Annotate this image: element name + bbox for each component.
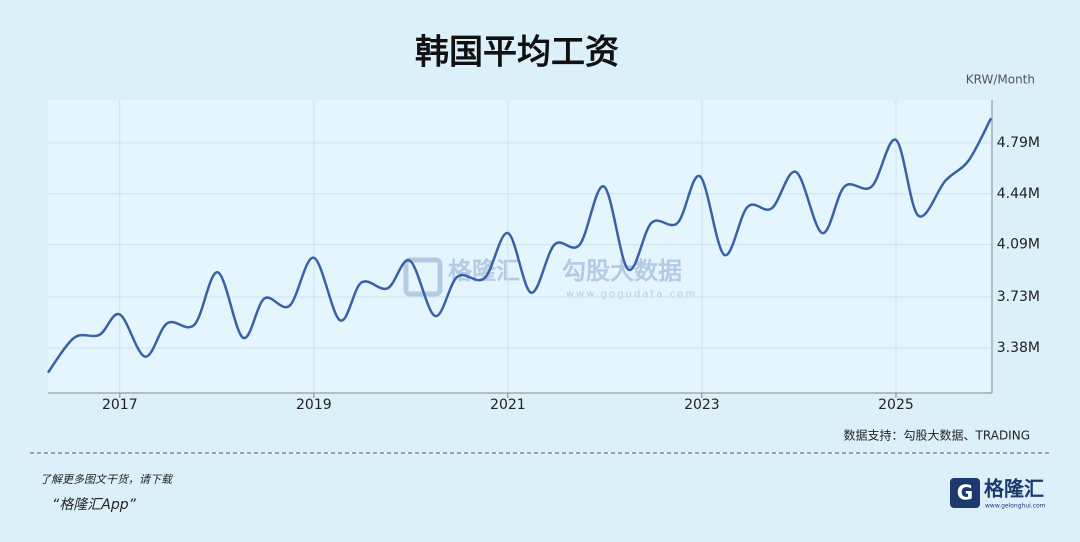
y-tick-label: 4.79M — [997, 135, 1040, 151]
logo-text: 格隆汇 — [984, 477, 1044, 501]
x-tick-label: 2021 — [490, 397, 526, 413]
data-line — [46, 117, 993, 374]
y-axis-unit: KRW/Month — [966, 73, 1035, 87]
x-tick-label: 2025 — [878, 397, 914, 413]
logo-icon — [950, 478, 980, 508]
chart-title: 韩国平均工资 — [415, 33, 619, 73]
watermark-partner: 勾股大数据 — [562, 257, 682, 285]
y-tick-label: 3.38M — [997, 340, 1040, 356]
footer-app: “格隆汇App” — [52, 497, 137, 513]
logo-url: www.gelonghui.com — [985, 503, 1046, 510]
x-tick-label: 2023 — [684, 397, 720, 413]
logo-icon-letter: G — [957, 481, 973, 505]
footer-text: 了解更多图文干货，请下载 — [40, 473, 174, 486]
x-tick-label: 2017 — [102, 397, 138, 413]
watermark-brand: 格隆汇 — [448, 257, 520, 285]
y-tick-label: 4.09M — [997, 237, 1040, 253]
watermark-url: www.gogudata.com — [566, 289, 697, 300]
source-note: 数据支持：勾股大数据、TRADING — [844, 428, 1030, 443]
plot-area — [48, 100, 992, 393]
x-tick-label: 2019 — [296, 397, 332, 413]
y-tick-label: 3.73M — [997, 289, 1040, 305]
y-tick-label: 4.44M — [997, 186, 1040, 202]
watermark: 格隆汇 勾股大数据 www.gogudata.com — [403, 257, 697, 300]
